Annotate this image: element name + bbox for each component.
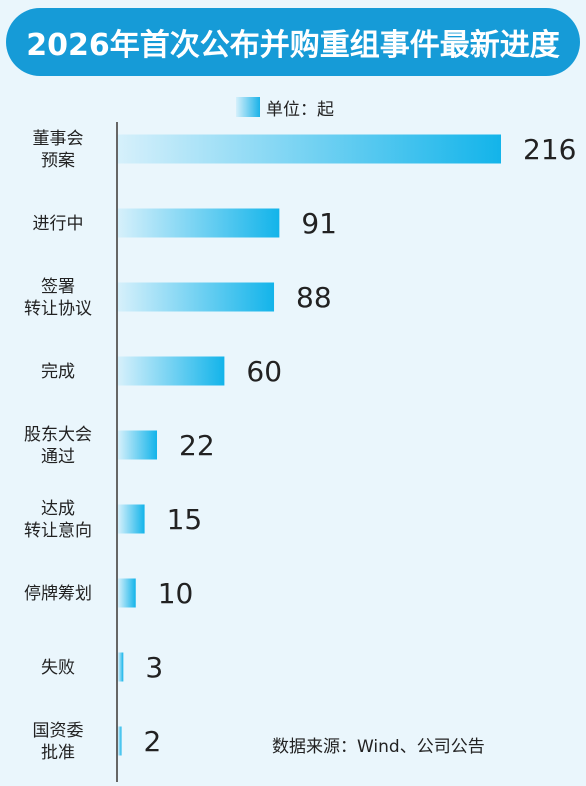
bar bbox=[118, 282, 275, 312]
category-label: 停牌筹划 bbox=[24, 584, 92, 604]
data-source-note: 数据来源：Wind、公司公告 bbox=[272, 737, 485, 757]
bar bbox=[118, 504, 145, 534]
category-label: 失败 bbox=[41, 658, 75, 678]
data-label: 3 bbox=[145, 651, 163, 684]
data-label: 2 bbox=[144, 725, 162, 758]
category-label: 进行中 bbox=[33, 214, 84, 234]
title-banner: 2026年首次公布并购重组事件最新进度 bbox=[6, 8, 580, 76]
category-label: 转让意向 bbox=[24, 521, 92, 541]
chart-title: 2026年首次公布并购重组事件最新进度 bbox=[26, 28, 560, 63]
data-label: 91 bbox=[301, 207, 337, 240]
legend: 单位：起 bbox=[236, 96, 334, 120]
category-label: 完成 bbox=[41, 362, 75, 382]
data-label: 88 bbox=[296, 281, 332, 314]
category-label: 签署 bbox=[41, 277, 75, 297]
legend-swatch bbox=[236, 97, 260, 117]
category-label: 转让协议 bbox=[24, 299, 92, 319]
bar bbox=[118, 208, 280, 238]
data-label: 60 bbox=[246, 355, 282, 388]
bar bbox=[118, 578, 136, 608]
bar bbox=[118, 356, 225, 386]
data-label: 216 bbox=[523, 133, 576, 166]
category-label: 预案 bbox=[41, 151, 75, 171]
category-label: 股东大会 bbox=[24, 425, 92, 445]
data-label: 10 bbox=[158, 577, 194, 610]
bar bbox=[118, 134, 501, 164]
bar bbox=[118, 726, 122, 756]
category-label: 批准 bbox=[41, 743, 75, 763]
category-label: 国资委 bbox=[33, 721, 84, 741]
category-label: 通过 bbox=[41, 447, 75, 467]
legend-label: 单位：起 bbox=[266, 99, 334, 120]
data-label: 15 bbox=[167, 503, 203, 536]
category-label: 达成 bbox=[41, 499, 75, 519]
data-label: 22 bbox=[179, 429, 215, 462]
bar bbox=[118, 652, 124, 682]
bar bbox=[118, 430, 158, 460]
category-label: 董事会 bbox=[33, 129, 84, 149]
